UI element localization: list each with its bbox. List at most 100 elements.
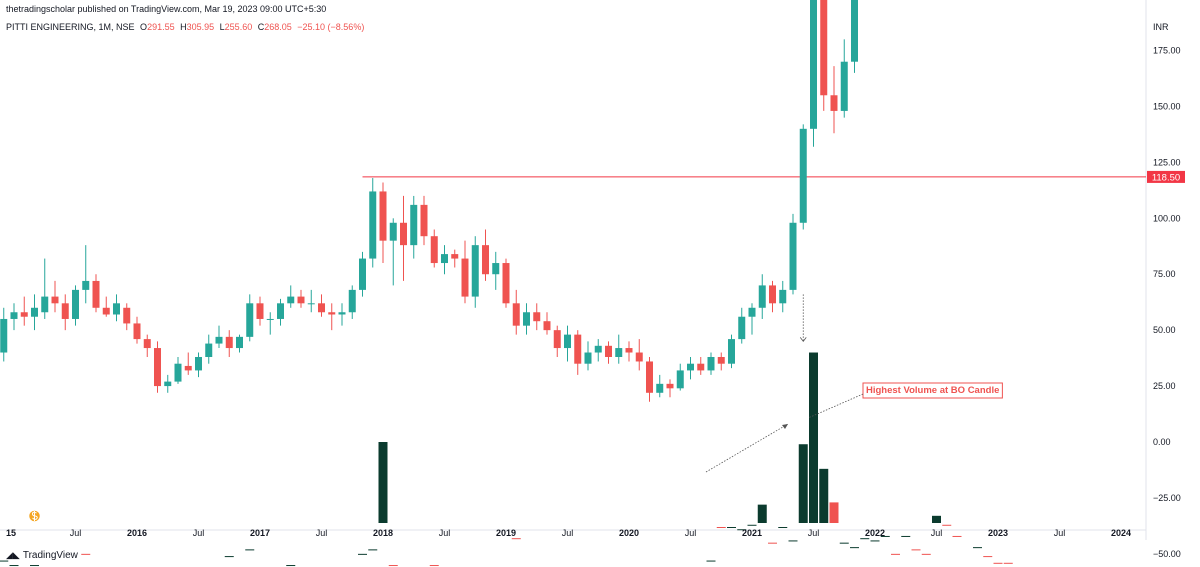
candle <box>748 303 756 335</box>
volume-bar <box>429 565 439 567</box>
x-tick-label: 2019 <box>496 528 516 538</box>
x-tick-label: Jul <box>439 528 451 538</box>
close-value: 268.05 <box>264 22 292 32</box>
candle <box>236 334 243 353</box>
candle <box>400 195 407 281</box>
candle <box>328 303 336 331</box>
candle <box>369 178 377 268</box>
candle <box>123 303 131 331</box>
y-tick-label: 175.00 <box>1153 46 1181 56</box>
volume-bars <box>0 352 1013 567</box>
y-tick-label: −50.00 <box>1153 549 1181 559</box>
volume-bar <box>860 538 870 540</box>
tradingview-brand[interactable]: ◢◣ TradingView <box>6 550 78 561</box>
y-tick-label: 50.00 <box>1153 325 1176 335</box>
brand-label: TradingView <box>22 550 78 561</box>
x-tick-label: Jul <box>931 528 943 538</box>
open-value: 291.55 <box>147 22 175 32</box>
x-tick-label: Jul <box>193 528 205 538</box>
low-label: L <box>219 22 225 32</box>
candle <box>471 236 479 308</box>
time-axis[interactable]: 15 Jul 2016 Jul 2017 Jul 2018 Jul 2019 Jul 2020 Jul… <box>6 528 1131 538</box>
breakout-level-tag <box>1147 170 1185 183</box>
candle <box>205 334 213 364</box>
candle <box>666 379 674 398</box>
candle <box>51 280 59 313</box>
candle <box>82 245 90 304</box>
candle <box>461 240 469 304</box>
candle <box>225 330 233 357</box>
candle <box>154 341 161 393</box>
candle <box>728 334 735 369</box>
change-value: −25.10 (−8.56%) <box>297 22 365 32</box>
annotation-text[interactable]: Highest Volume at BO Candle <box>866 385 999 396</box>
volume-bar <box>727 527 736 529</box>
tradingview-logo-icon: ◢◣ <box>6 550 20 561</box>
candle <box>820 0 828 111</box>
candle <box>10 303 18 331</box>
candle <box>430 229 438 268</box>
candle <box>72 285 79 326</box>
x-tick-label: Jul <box>70 528 82 538</box>
price-axis[interactable]: INR 350.00325.00300.00275.00250.00225.00… <box>1147 0 1185 559</box>
candle <box>758 274 766 319</box>
candle <box>338 303 346 326</box>
candle <box>676 363 684 391</box>
candle <box>451 249 459 268</box>
x-tick-label: 2017 <box>250 528 270 538</box>
y-tick-label: 125.00 <box>1153 157 1181 167</box>
publisher-line: thetradingscholar published on TradingVi… <box>6 4 327 14</box>
trend-arrow <box>705 423 789 473</box>
x-tick-label: 2024 <box>1111 528 1131 538</box>
x-tick-label: 2023 <box>988 528 1008 538</box>
volume-bar <box>973 547 982 549</box>
y-tick-label: 0.00 <box>1153 437 1171 447</box>
annotation-connector <box>807 393 864 419</box>
volume-bar <box>788 540 798 542</box>
candle <box>389 218 397 286</box>
volume-bar <box>768 542 777 544</box>
candle <box>605 341 612 364</box>
x-tick-label: 2018 <box>373 528 393 538</box>
candle <box>184 352 192 375</box>
annotation-group[interactable]: Highest Volume at BO Candle <box>705 294 1003 473</box>
candle <box>779 280 787 313</box>
candle <box>266 312 274 335</box>
volume-bar <box>880 535 890 537</box>
x-tick-label: 2022 <box>865 528 885 538</box>
candle <box>717 352 725 371</box>
candle <box>564 325 571 362</box>
candle <box>851 0 858 73</box>
x-tick-label: 15 <box>6 528 16 538</box>
candle <box>553 325 561 357</box>
candle <box>441 245 448 275</box>
volume-bar <box>245 549 255 551</box>
volume-bar <box>511 538 521 540</box>
candlestick-series <box>0 0 858 402</box>
dollar-glyph-icon <box>31 511 38 521</box>
volume-bar <box>819 468 829 523</box>
symbol-legend: PITTI ENGINEERING, 1M, NSE O291.55 H305.… <box>6 22 364 32</box>
volume-bar <box>286 565 296 567</box>
x-tick-label: Jul <box>808 528 820 538</box>
low-value: 255.60 <box>224 22 253 32</box>
volume-bar <box>870 540 880 542</box>
candle <box>482 229 489 281</box>
candle <box>769 280 776 313</box>
chart-grid <box>0 0 1147 540</box>
candle <box>195 352 202 378</box>
x-tick-label: 2016 <box>127 528 147 538</box>
candle <box>789 213 797 295</box>
candle <box>574 330 582 375</box>
symbol-title: PITTI ENGINEERING, 1M, NSE <box>6 22 135 32</box>
candle <box>840 39 848 118</box>
candle <box>164 374 172 393</box>
candle <box>533 303 541 331</box>
trend-arrow-head <box>782 424 788 429</box>
candle <box>810 0 817 147</box>
candle <box>625 341 633 362</box>
candle <box>102 296 110 317</box>
volume-bar <box>737 529 747 531</box>
candle <box>277 298 284 326</box>
